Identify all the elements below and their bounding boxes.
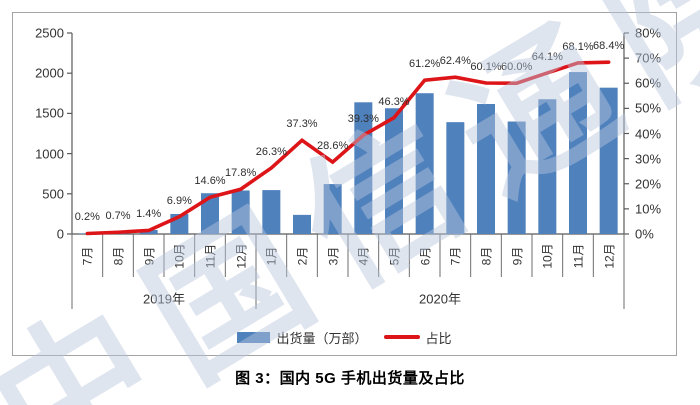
bar-9 [354,102,373,234]
legend-label-shipments: 出货量（万部） [276,330,368,346]
bar-10 [385,108,403,234]
legend-item-share: 占比 [383,328,452,347]
bar-16 [569,72,587,234]
bar-series-swatch-icon [237,331,271,343]
share-line [85,60,611,236]
bar-14 [507,121,526,234]
bar-7 [293,214,311,234]
bar-6 [262,190,281,234]
legend-item-shipments: 出货量（万部） [237,328,368,347]
bar-13 [477,103,495,235]
bar-4 [201,193,219,234]
bar-17 [599,87,618,234]
bar-15 [538,99,557,234]
line-series-swatch-icon [383,334,420,340]
bar-8 [323,184,342,234]
bar-12 [446,122,465,234]
bar-5 [231,190,250,234]
bar-11 [415,93,434,234]
legend-label-share: 占比 [425,330,452,346]
chart-frame [12,12,677,356]
chart-legend: 出货量（万部） 占比 [12,328,677,346]
figure-title: 图 3：国内 5G 手机出货量及占比 [235,370,465,387]
